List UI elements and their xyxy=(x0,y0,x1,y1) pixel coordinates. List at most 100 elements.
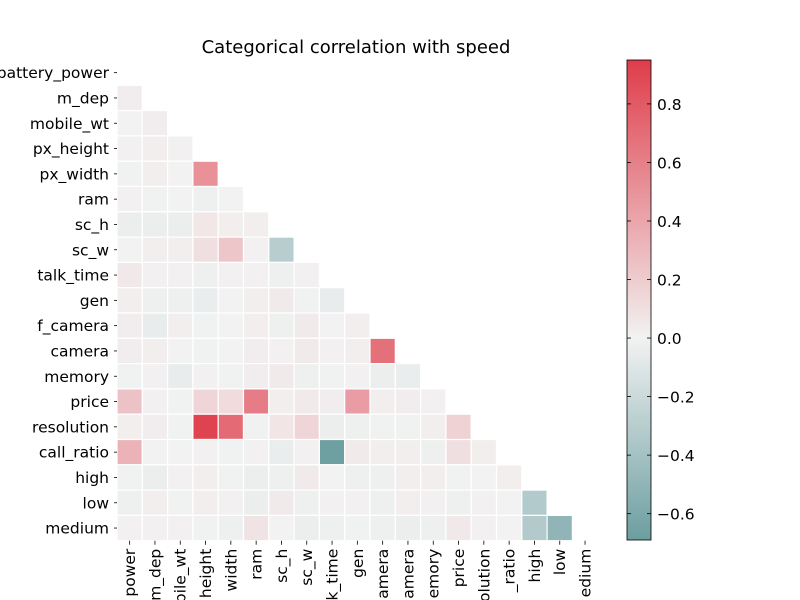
heatmap-cell xyxy=(141,514,169,542)
heatmap-cell xyxy=(217,514,245,542)
heatmap-cell xyxy=(192,388,219,415)
heatmap-cell xyxy=(167,363,194,390)
heatmap-cell xyxy=(242,489,270,517)
col-label: pile_wt xyxy=(172,549,191,600)
heatmap-cell xyxy=(344,489,371,517)
heatmap-cell xyxy=(141,211,169,238)
heatmap-cell xyxy=(344,438,371,466)
heatmap-cell xyxy=(318,464,346,491)
row-label: camera xyxy=(50,342,109,360)
row-label: m_dep xyxy=(57,89,109,108)
heatmap-cell xyxy=(420,388,447,415)
heatmap-cell xyxy=(394,464,422,491)
heatmap-cell xyxy=(141,363,169,390)
heatmap-cell xyxy=(293,261,321,289)
heatmap-cell xyxy=(116,489,143,517)
heatmap-cell xyxy=(369,464,396,491)
heatmap-cell xyxy=(344,337,371,365)
heatmap-cell xyxy=(217,413,245,441)
heatmap-cell xyxy=(344,388,371,415)
heatmap-cell xyxy=(445,438,472,466)
heatmap-cell xyxy=(242,363,270,390)
heatmap-cell xyxy=(116,109,143,137)
heatmap-cell xyxy=(369,388,396,415)
col-label: sc_h xyxy=(273,549,292,583)
heatmap-cell xyxy=(141,261,169,289)
heatmap-cell xyxy=(192,185,219,213)
col-label: amera xyxy=(399,549,417,599)
heatmap-cell xyxy=(293,464,321,491)
heatmap-cell xyxy=(192,438,219,466)
colorbar-tick-label: 0.8 xyxy=(657,96,682,114)
heatmap-cell xyxy=(369,363,396,390)
heatmap-cell xyxy=(268,514,295,542)
heatmap-cell xyxy=(116,261,143,289)
heatmap-cell xyxy=(217,236,245,264)
heatmap-cell xyxy=(217,489,245,517)
heatmap-cell xyxy=(141,312,169,339)
heatmap-cell xyxy=(242,438,270,466)
heatmap-cell xyxy=(116,337,143,365)
row-label: f_camera xyxy=(37,317,109,336)
heatmap-cell xyxy=(268,337,295,365)
heatmap-cell xyxy=(167,236,194,264)
heatmap-cell xyxy=(192,489,219,517)
heatmap-cell xyxy=(116,211,143,238)
heatmap-cell xyxy=(242,464,270,491)
colorbar-tick-label: 0.0 xyxy=(657,330,682,348)
colorbar-tick-label: 0.4 xyxy=(657,213,682,231)
heatmap-cell xyxy=(318,287,346,314)
heatmap-cell xyxy=(217,337,245,365)
col-label: high xyxy=(526,549,544,583)
heatmap-cell xyxy=(268,464,295,491)
heatmap-cell xyxy=(268,312,295,339)
col-label: amera xyxy=(374,549,392,599)
row-label: call_ratio xyxy=(39,444,109,463)
heatmap-cell xyxy=(318,388,346,415)
row-label: low xyxy=(83,494,110,512)
colorbar-tick-label: −0.4 xyxy=(657,447,695,465)
heatmap-cell xyxy=(394,438,422,466)
col-labels: power m_dep pile_wt height width ram sc_h sc_w k… xyxy=(121,540,595,600)
heatmap-cell xyxy=(167,464,194,491)
heatmap-cell xyxy=(141,236,169,264)
heatmap-cell xyxy=(445,489,472,517)
heatmap-cell xyxy=(470,514,498,542)
col-label: ram xyxy=(248,549,266,580)
heatmap-cell xyxy=(394,388,422,415)
heatmap-cell xyxy=(217,363,245,390)
heatmap-cell xyxy=(293,438,321,466)
heatmap-cell xyxy=(318,312,346,339)
heatmap-cell xyxy=(445,413,472,441)
heatmap-cell xyxy=(167,438,194,466)
heatmap-cell xyxy=(268,363,295,390)
col-label: olution xyxy=(475,549,493,600)
heatmap-cell xyxy=(167,135,194,162)
row-label: px_width xyxy=(40,165,110,184)
heatmap-cell xyxy=(116,185,143,213)
heatmap-cell xyxy=(394,413,422,441)
heatmap-cell xyxy=(116,160,143,188)
heatmap-cell xyxy=(268,438,295,466)
heatmap-cell xyxy=(369,438,396,466)
col-label: low xyxy=(551,548,569,575)
col-label: m_dep xyxy=(146,549,165,600)
heatmap-cell xyxy=(192,236,219,264)
heatmap-cell xyxy=(293,287,321,314)
heatmap-cell xyxy=(470,438,498,466)
heatmap-cell xyxy=(268,236,295,264)
col-label: edium xyxy=(577,549,595,598)
heatmap-cell xyxy=(521,514,548,542)
heatmap-cell xyxy=(116,413,143,441)
col-label: sc_w xyxy=(298,548,317,585)
heatmap-cell xyxy=(192,464,219,491)
row-label: sc_h xyxy=(75,216,109,235)
heatmap-cell xyxy=(116,464,143,491)
heatmap-cell xyxy=(167,261,194,289)
heatmap-cell xyxy=(192,363,219,390)
heatmap-cell xyxy=(141,287,169,314)
heatmap-cell xyxy=(318,337,346,365)
heatmap-cell xyxy=(141,438,169,466)
heatmap-cell xyxy=(116,236,143,264)
